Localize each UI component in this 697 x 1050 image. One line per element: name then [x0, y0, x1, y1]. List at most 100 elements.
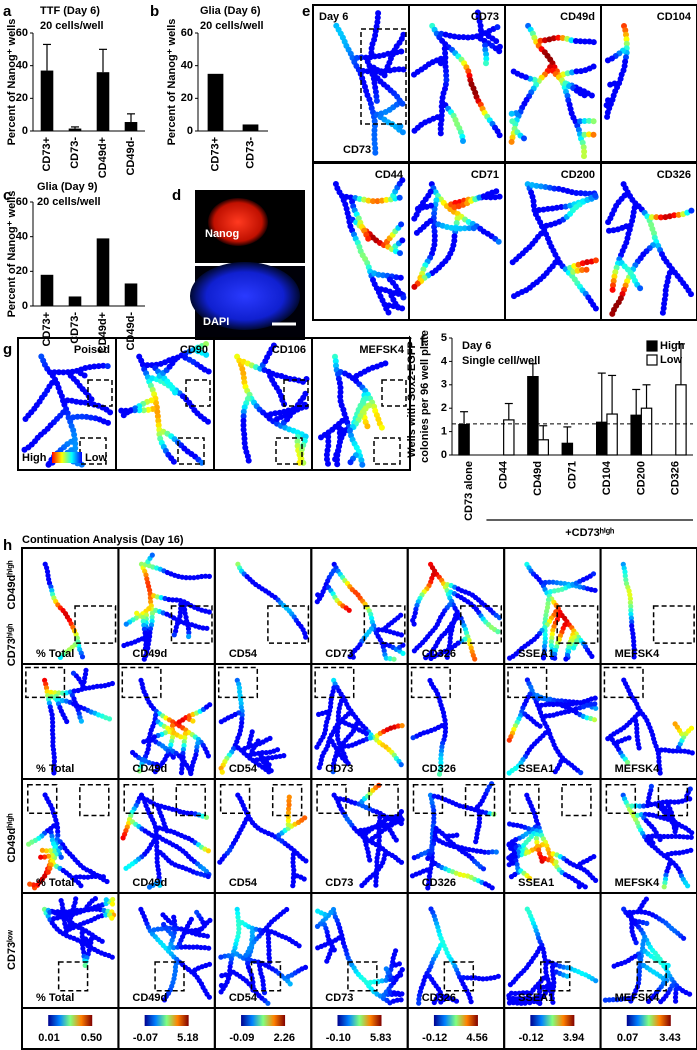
bar [675, 384, 687, 456]
tree-node [573, 190, 580, 196]
tree-node [99, 938, 105, 944]
colorbar-min: -0.10 [326, 1032, 351, 1044]
x-tick-label: CD73+ [209, 137, 221, 172]
tree-node [332, 358, 339, 365]
tree-node [274, 747, 281, 753]
image-label: DAPI [203, 316, 229, 328]
colorbar-min: -0.09 [229, 1032, 254, 1044]
tree-node [56, 690, 62, 696]
tree-node [533, 182, 540, 189]
tree-node [672, 850, 679, 856]
bar [68, 128, 82, 131]
tree-node [316, 764, 322, 771]
panel-frame [504, 4, 602, 163]
tree-node [397, 250, 403, 257]
tree-node [371, 80, 378, 86]
tree-node [189, 928, 195, 934]
tree-node [393, 837, 399, 843]
tree-node [475, 14, 482, 20]
tree-node [285, 817, 291, 824]
tree-node [633, 722, 640, 728]
tree-node [266, 943, 272, 949]
tree-node [44, 569, 51, 575]
highlight-box [175, 783, 206, 817]
tree-node [610, 227, 617, 234]
tree-node [89, 873, 95, 880]
tree-node [294, 443, 301, 449]
tree-node [629, 623, 635, 629]
tree-node [539, 702, 545, 708]
tree-node [577, 38, 584, 45]
scale-label: High [22, 452, 47, 464]
x-tick-label: CD49d+ [97, 137, 109, 178]
tree-node [50, 719, 56, 726]
tree-node [184, 810, 191, 816]
bar [40, 274, 54, 306]
tree-node [160, 912, 166, 918]
tree-node [442, 729, 448, 735]
tree-node [50, 731, 56, 737]
tree-node [373, 93, 380, 100]
tree-node [369, 615, 375, 621]
tree-node [77, 874, 83, 880]
colorbar-max: 4.56 [466, 1032, 487, 1044]
tree-node [98, 683, 104, 689]
tree-node [374, 14, 381, 21]
tree-node [109, 915, 115, 921]
tree-node [170, 458, 177, 465]
tree-node [400, 650, 406, 657]
tree-node [324, 447, 331, 454]
highlight-box [250, 961, 282, 992]
tree-node [99, 913, 105, 919]
tree-node [506, 737, 512, 743]
row-label: CD49dʰⁱᵍʰ [5, 560, 18, 609]
tree-node [648, 214, 655, 221]
tree-node [387, 989, 393, 995]
tree-node [673, 833, 679, 839]
tree-node [365, 849, 371, 855]
tree-node [661, 296, 668, 303]
highlight-box [556, 605, 599, 644]
tree-node [61, 913, 67, 919]
highlight-box [219, 783, 251, 814]
chart-subtitle: 20 cells/well [40, 20, 104, 32]
y-tick-label: 1 [441, 426, 447, 438]
tree-node [204, 933, 210, 939]
tree-node [332, 456, 339, 463]
tree-node [558, 701, 564, 707]
tree-node [154, 408, 161, 415]
tree-node [536, 207, 542, 213]
tree-node [225, 953, 232, 959]
tree-node [354, 54, 360, 61]
tree-node [182, 944, 188, 950]
tree-node [193, 748, 200, 754]
tree-node [146, 884, 153, 890]
tree-node [172, 356, 178, 363]
tree-node [127, 407, 134, 414]
tree-node [443, 68, 449, 74]
tree-node [465, 34, 471, 41]
tree-node [109, 680, 115, 687]
tree-node [495, 629, 501, 635]
tree-node [400, 294, 407, 301]
highlight-box [217, 666, 259, 699]
tree-node [633, 940, 639, 946]
tree-node [190, 944, 196, 950]
tree-node [81, 372, 88, 379]
dapi-colony [190, 262, 300, 330]
tree-node [343, 193, 350, 200]
tree-node [314, 599, 320, 605]
tree-node [606, 997, 612, 1003]
tree-node [551, 588, 558, 594]
tree-node [235, 910, 241, 916]
column-label: CD326 [422, 648, 456, 660]
tree-node [554, 701, 560, 707]
tree-node [191, 575, 197, 581]
tree-node [508, 110, 515, 117]
tree-node [170, 597, 176, 603]
tree-node [640, 941, 646, 948]
tree-node [103, 912, 109, 918]
tree-node [398, 859, 405, 865]
tree-node [584, 259, 591, 266]
tree-node [48, 689, 54, 695]
